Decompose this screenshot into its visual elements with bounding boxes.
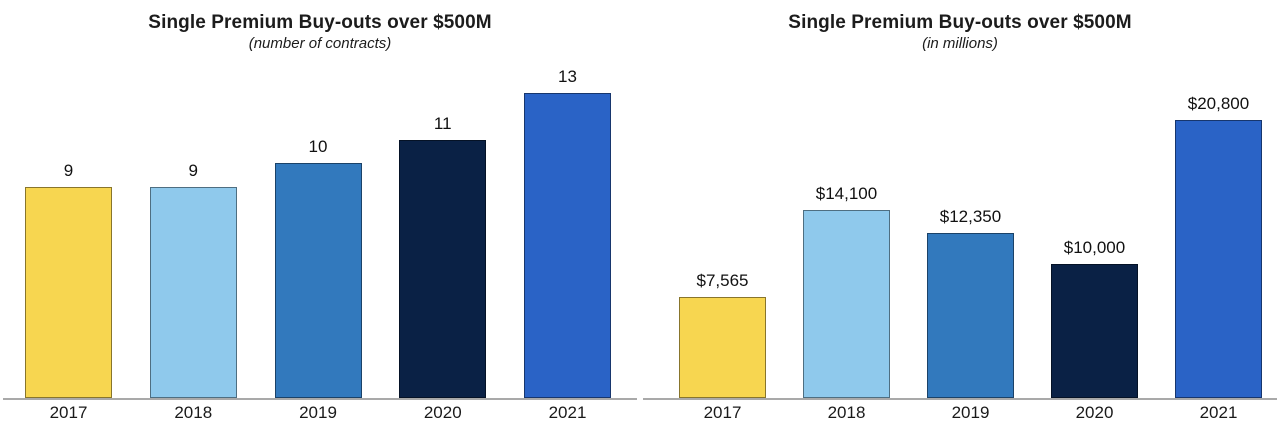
x-axis-label: 2019: [299, 403, 337, 422]
x-axis-label: 2017: [49, 403, 88, 422]
bar: [1051, 264, 1138, 398]
plot-area: 9 9 10 11 13: [0, 53, 640, 398]
bar-value-label: $10,000: [1063, 238, 1126, 258]
x-axis-label: 2017: [703, 403, 742, 422]
bar: [1175, 119, 1262, 398]
bar: [399, 139, 487, 398]
bar: [149, 186, 237, 398]
bar: [524, 92, 611, 398]
bar-value-label: 13: [558, 66, 577, 86]
bar-column: $12,350: [927, 207, 1014, 398]
chart-title: Single Premium Buy-outs over $500M: [148, 12, 492, 33]
x-axis-line: [643, 398, 1277, 400]
chart-title: Single Premium Buy-outs over $500M: [788, 12, 1132, 33]
bar-column: $20,800: [1175, 94, 1262, 398]
bar-value-label: 11: [433, 113, 452, 133]
bar: [25, 186, 112, 398]
bar: [803, 209, 890, 398]
bar-value-label: 10: [308, 137, 328, 157]
bar-value-label: $20,800: [1187, 93, 1250, 113]
bar: [679, 296, 766, 398]
x-axis-label: 2020: [423, 403, 462, 422]
x-axis-label: 2018: [174, 403, 213, 422]
x-axis-line: [3, 398, 637, 400]
bar-value-label: 9: [188, 160, 198, 180]
chart-subtitle: (in millions): [922, 35, 998, 52]
chart-subtitle: (number of contracts): [248, 35, 392, 52]
bar-value-label: $14,100: [815, 183, 878, 203]
bar-column: $7,565: [679, 271, 766, 398]
x-axis-label: 2020: [1075, 403, 1114, 422]
bar-column: 9: [25, 161, 112, 398]
bar: [274, 163, 362, 398]
chart-panel-millions: Single Premium Buy-outs over $500M (in m…: [640, 0, 1280, 430]
x-axis-label: 2021: [1199, 403, 1238, 422]
x-axis-labels: 2017 2018 2019 2020 2021: [640, 403, 1280, 423]
bar-column: 11: [399, 113, 487, 398]
chart-panel-contracts: Single Premium Buy-outs over $500M (numb…: [0, 12, 640, 423]
x-axis-labels: 2017 2018 2019 2020 2021: [0, 403, 640, 423]
x-axis-label: 2019: [951, 403, 990, 422]
bar-column: $14,100: [803, 183, 890, 398]
x-axis-label: 2018: [827, 403, 866, 422]
bar-value-label: $7,565: [696, 270, 749, 290]
bar-column: 9: [149, 160, 237, 398]
bar-value-label: $12,350: [939, 206, 1002, 226]
plot-area: $7,565 $14,100 $12,350 $10,000 $20,800: [640, 53, 1280, 398]
bar: [927, 232, 1014, 398]
bar-column: $10,000: [1051, 238, 1138, 398]
bar-column: 13: [524, 67, 611, 398]
bar-column: 10: [274, 137, 362, 398]
x-axis-label: 2021: [548, 403, 587, 422]
bar-value-label: 9: [63, 160, 74, 180]
